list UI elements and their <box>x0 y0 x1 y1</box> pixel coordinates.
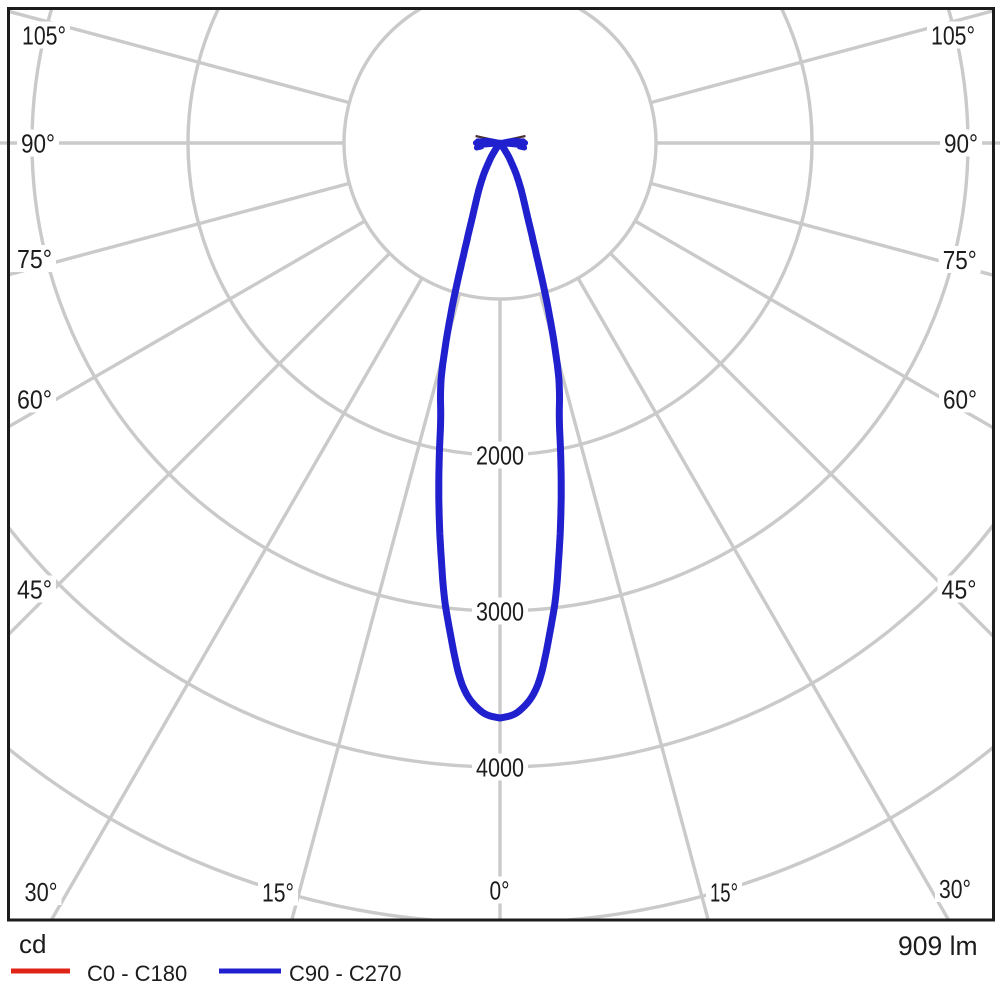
svg-text:90°: 90° <box>21 130 55 158</box>
svg-text:45°: 45° <box>942 576 977 604</box>
svg-text:105°: 105° <box>22 22 66 50</box>
svg-text:45°: 45° <box>17 576 52 604</box>
svg-text:4000: 4000 <box>476 754 524 782</box>
svg-text:cd: cd <box>19 929 46 959</box>
svg-text:75°: 75° <box>17 246 52 274</box>
svg-text:C0 - C180: C0 - C180 <box>87 961 187 986</box>
svg-text:30°: 30° <box>25 879 58 907</box>
svg-text:30°: 30° <box>939 876 971 904</box>
svg-text:3000: 3000 <box>476 598 524 626</box>
svg-text:2000: 2000 <box>476 442 524 470</box>
svg-text:C90 - C270: C90 - C270 <box>289 961 402 986</box>
svg-text:60°: 60° <box>943 386 977 414</box>
svg-text:105°: 105° <box>931 22 975 50</box>
svg-text:0°: 0° <box>490 877 510 905</box>
svg-text:15°: 15° <box>710 879 738 907</box>
svg-text:909 lm: 909 lm <box>898 931 978 961</box>
svg-text:90°: 90° <box>944 130 978 158</box>
svg-text:75°: 75° <box>943 247 977 275</box>
svg-text:60°: 60° <box>17 386 52 414</box>
svg-text:15°: 15° <box>262 879 294 907</box>
